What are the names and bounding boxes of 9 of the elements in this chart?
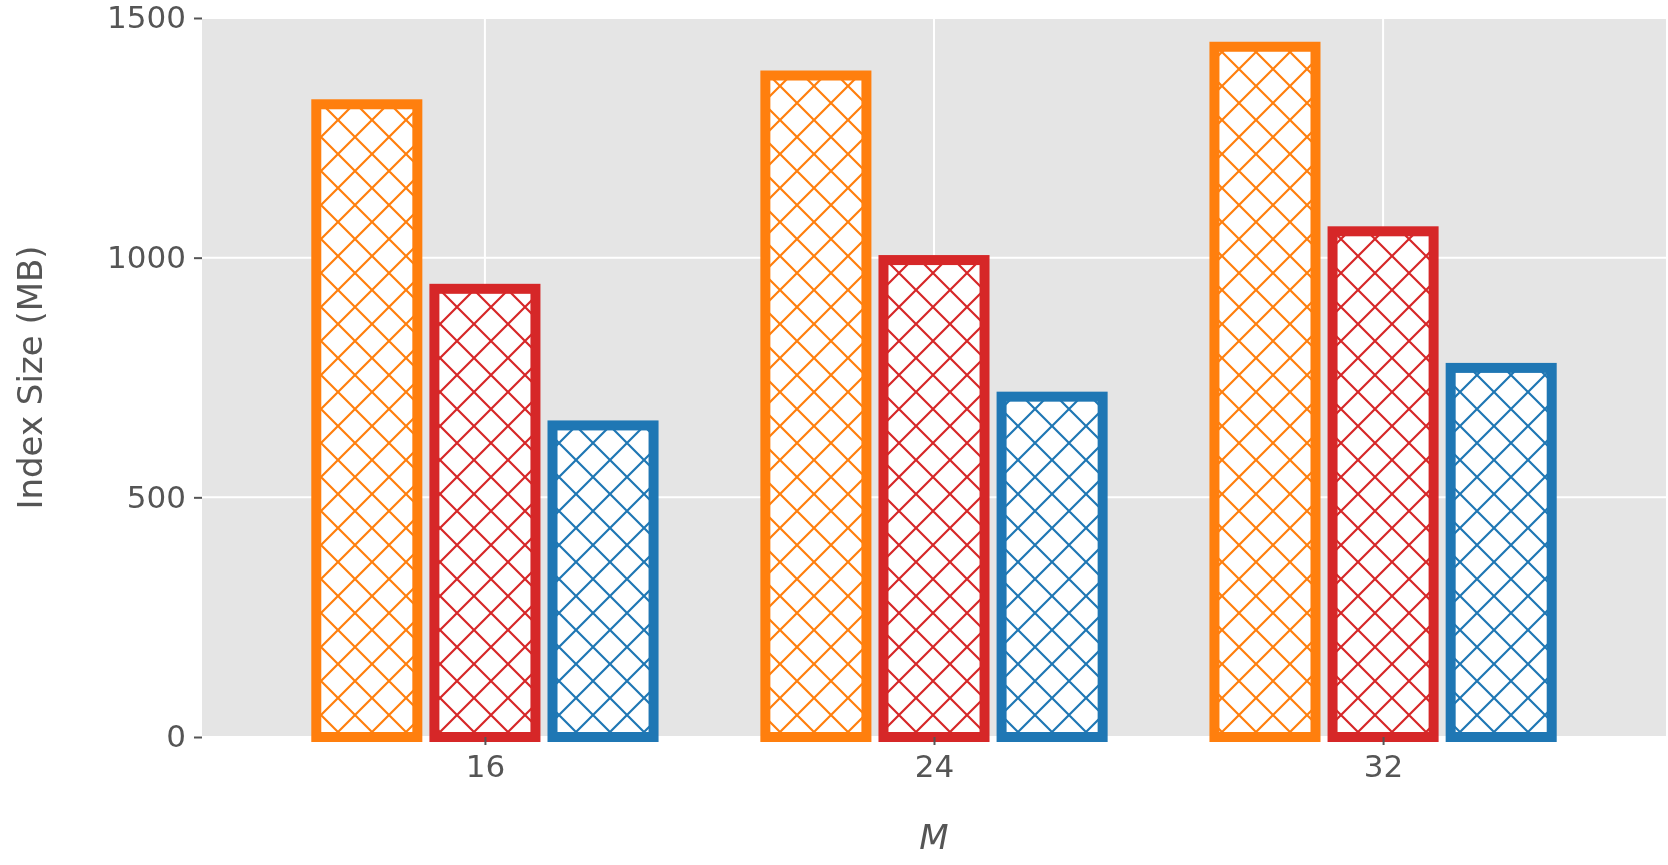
x-tick-label: 16 [465, 748, 506, 785]
y-tick-label: 1000 [107, 239, 186, 276]
x-tick-label: 24 [914, 748, 955, 785]
y-tick-label: 500 [126, 478, 186, 515]
y-axis-title: Index Size (MB) [10, 245, 50, 510]
x-axis-title: M [919, 817, 949, 857]
y-tick-label: 0 [166, 718, 186, 755]
x-tick-label: 32 [1363, 748, 1404, 785]
y-tick-label: 1500 [107, 0, 186, 36]
